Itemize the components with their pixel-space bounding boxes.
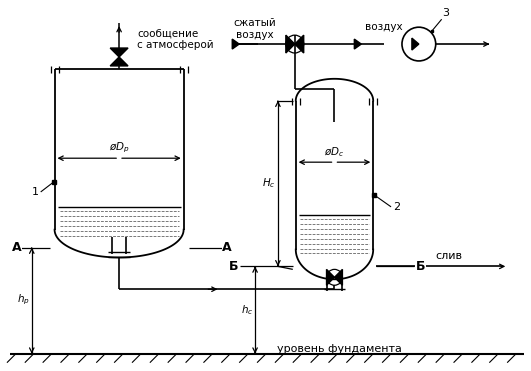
Polygon shape [354,39,361,49]
Text: Б: Б [229,260,238,273]
Text: ø$D_c$: ø$D_c$ [324,145,345,159]
Text: сообщение
с атмосферой: сообщение с атмосферой [137,28,213,50]
Polygon shape [286,35,295,53]
Text: Б: Б [416,260,425,273]
Text: 2: 2 [393,202,400,212]
Text: 3: 3 [443,8,450,18]
Text: воздух: воздух [365,22,403,32]
Polygon shape [327,269,335,285]
Text: слив: слив [435,252,462,262]
Text: А: А [12,241,22,254]
Text: А: А [222,241,232,254]
Text: сжатый
воздух: сжатый воздух [234,19,277,40]
Polygon shape [232,39,239,49]
Text: 1: 1 [32,187,39,197]
Polygon shape [295,35,304,53]
Text: ø$D_р$: ø$D_р$ [109,141,130,155]
Polygon shape [412,38,419,50]
Polygon shape [110,48,128,57]
Polygon shape [335,269,342,285]
Text: уровень фундамента: уровень фундамента [277,344,402,354]
Text: $H_c$: $H_c$ [262,176,276,190]
Text: $h_р$: $h_р$ [17,293,30,307]
Text: $h_c$: $h_c$ [241,303,253,317]
Polygon shape [110,57,128,66]
